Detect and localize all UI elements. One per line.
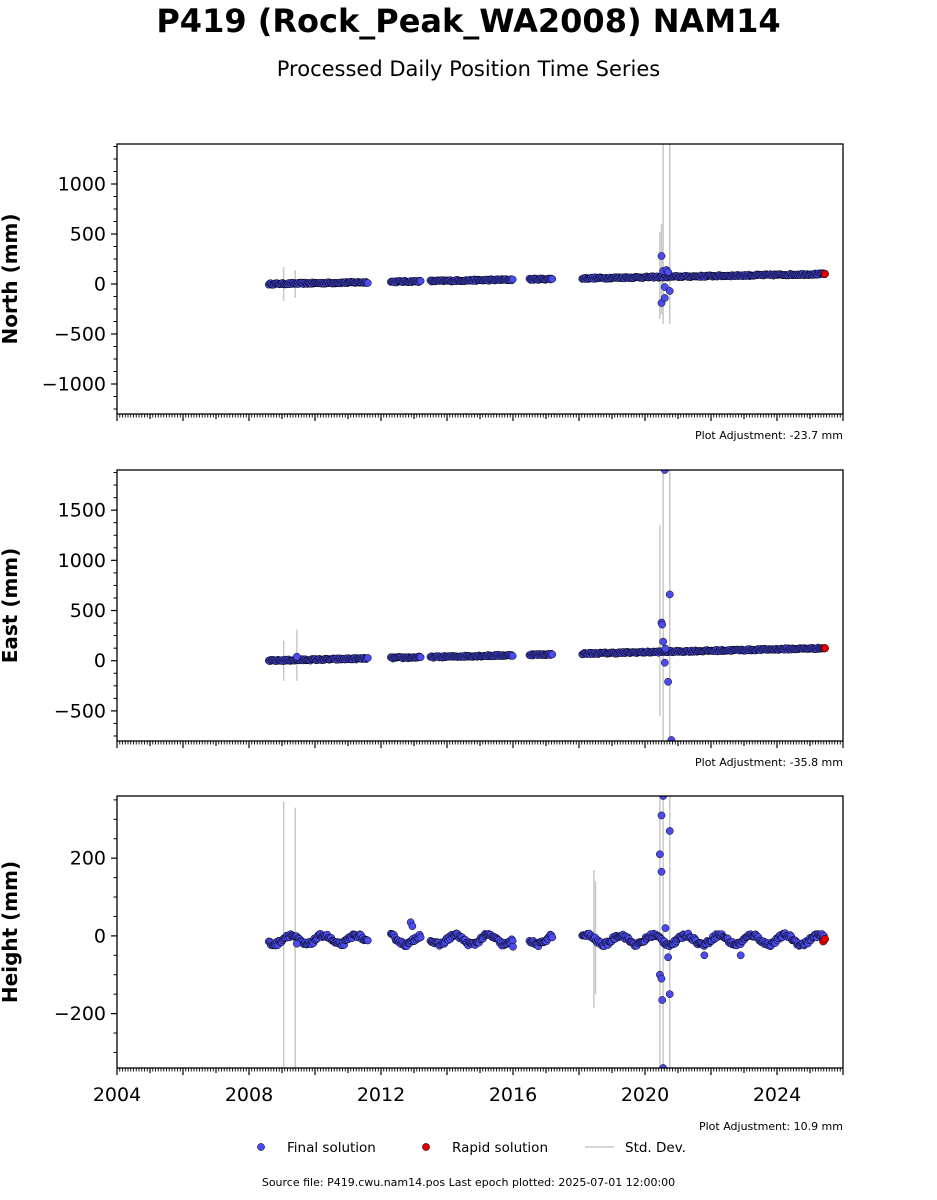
plot-frame <box>116 795 844 1069</box>
y-tick-label: 200 <box>70 848 106 870</box>
panel-2 <box>111 469 844 748</box>
y-tick-label: 0 <box>94 650 106 672</box>
final-solution-point <box>293 652 301 661</box>
final-solution-point <box>664 268 672 276</box>
plot-area <box>264 470 829 741</box>
rapid-solution-point <box>820 934 829 944</box>
final-solution-point <box>664 677 672 686</box>
plot-adjustment-label: Plot Adjustment: 10.9 mm <box>699 1120 843 1133</box>
plot-adjustment-label: Plot Adjustment: -35.8 mm <box>695 756 843 769</box>
legend-rapid-label: Rapid solution <box>452 1140 548 1156</box>
legend <box>257 1143 614 1151</box>
y-tick-label: 1000 <box>58 550 106 572</box>
panel-3 <box>111 795 844 1075</box>
rapid-solution-point <box>820 269 829 279</box>
x-tick-label: 2016 <box>489 1084 537 1106</box>
final-solution-point <box>657 867 666 876</box>
plot-area <box>264 144 829 324</box>
final-solution-point <box>548 275 557 283</box>
y-axis-label: North (mm) <box>0 213 22 344</box>
x-tick-label: 2008 <box>225 1084 273 1106</box>
final-solution-point <box>363 279 372 287</box>
x-tick-label: 2004 <box>93 1084 141 1106</box>
final-solution-point <box>661 644 670 653</box>
x-tick-label: 2012 <box>357 1084 405 1106</box>
final-solution-point <box>660 294 669 302</box>
final-solution-point <box>667 736 676 741</box>
final-solution-point <box>656 850 664 859</box>
panel-1 <box>111 143 844 421</box>
final-solution-point <box>661 924 670 932</box>
final-solution-point <box>548 650 557 659</box>
final-solution-point <box>363 654 372 662</box>
y-tick-label: −500 <box>54 700 106 722</box>
final-solution-point <box>665 990 674 999</box>
final-solution-point <box>664 953 672 962</box>
final-solution-point <box>658 620 667 629</box>
final-solution-point <box>665 287 674 295</box>
final-solution-point <box>657 974 666 983</box>
chart-title: P419 (Rock_Peak_WA2008) NAM14 <box>156 2 781 40</box>
final-solution-point <box>293 939 301 948</box>
x-tick-label: 2024 <box>753 1084 801 1106</box>
rapid-solution-point <box>820 644 829 653</box>
y-tick-label: −500 <box>54 324 106 346</box>
y-tick-label: 500 <box>70 600 106 622</box>
final-solution-point <box>658 996 667 1004</box>
final-solution-point <box>736 951 745 960</box>
final-solution-point <box>548 933 557 942</box>
final-solution-point <box>665 827 674 835</box>
legend-final-label: Final solution <box>287 1140 376 1156</box>
final-solution-point <box>659 1064 667 1068</box>
plot-adjustment-label: Plot Adjustment: -23.7 mm <box>695 429 843 442</box>
final-solution-point <box>416 277 425 285</box>
y-tick-label: 1500 <box>58 500 106 522</box>
final-solution-point <box>700 951 709 960</box>
legend-final-marker <box>257 1143 265 1151</box>
plot-frame <box>116 469 844 742</box>
legend-std-dev-label: Std. Dev. <box>625 1140 686 1156</box>
final-solution-point <box>657 811 666 820</box>
y-tick-label: −1000 <box>42 374 106 396</box>
y-axis-label: East (mm) <box>0 548 22 664</box>
legend-rapid-marker <box>422 1143 430 1151</box>
y-axis-label: Height (mm) <box>0 861 22 1003</box>
chart-subtitle: Processed Daily Position Time Series <box>276 57 661 81</box>
final-solution-point <box>508 652 517 660</box>
final-solution-point <box>660 470 669 474</box>
final-solution-point <box>508 275 517 284</box>
final-solution-point <box>660 658 669 667</box>
final-solution-point <box>657 252 666 260</box>
y-tick-label: 0 <box>94 925 106 947</box>
y-tick-label: 0 <box>94 274 106 296</box>
final-solution-point <box>363 936 372 945</box>
y-tick-label: −200 <box>54 1003 106 1025</box>
final-solution-point <box>408 922 417 931</box>
final-solution-point <box>416 933 425 942</box>
plot-area <box>264 796 829 1068</box>
final-solution-point <box>509 942 517 951</box>
x-tick-label: 2020 <box>621 1084 669 1106</box>
source-footer: Source file: P419.cwu.nam14.pos Last epo… <box>261 1176 676 1189</box>
y-tick-label: 1000 <box>58 174 106 196</box>
final-solution-point <box>416 653 425 662</box>
final-solution-point <box>659 637 668 646</box>
y-tick-label: 500 <box>70 224 106 246</box>
final-solution-point <box>665 590 674 599</box>
